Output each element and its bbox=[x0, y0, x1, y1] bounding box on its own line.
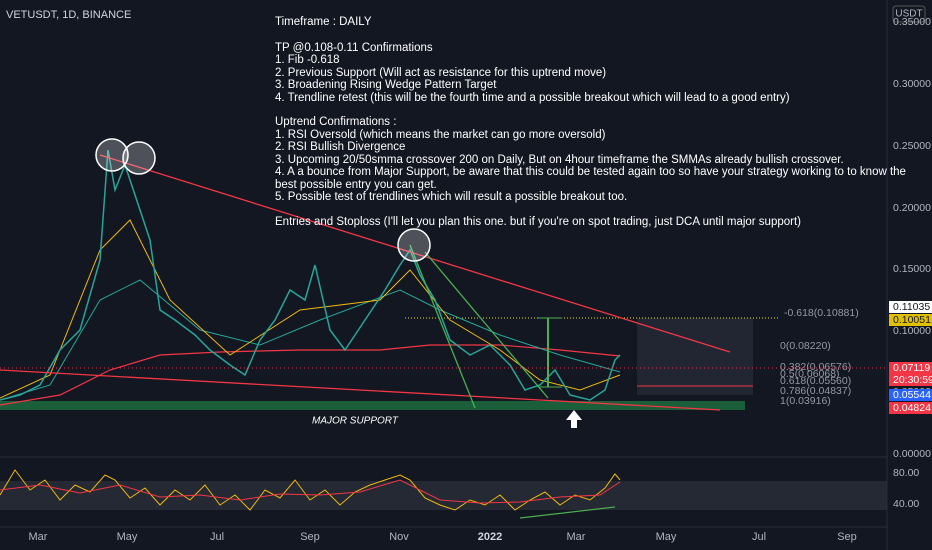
price-label: 0.30000 bbox=[893, 78, 931, 90]
fib-box bbox=[637, 318, 753, 395]
unit-box bbox=[892, 5, 926, 23]
time-label: 2022 bbox=[478, 531, 502, 543]
trendline-upper bbox=[99, 154, 731, 353]
price-tag-bg bbox=[889, 374, 932, 386]
price-label: 0.00000 bbox=[893, 448, 931, 460]
price-tag-bg bbox=[889, 389, 932, 401]
ma-20 bbox=[0, 219, 621, 399]
trendline-green bbox=[409, 244, 476, 409]
price-label: 0.35000 bbox=[893, 16, 931, 28]
fib-label: 0.786(0.04837) bbox=[780, 385, 851, 397]
fib-label: 0.382(0.06576) bbox=[780, 361, 851, 373]
fib-label: 0.5(0.06068) bbox=[780, 368, 840, 380]
top-circle bbox=[397, 228, 431, 262]
rsi-divergence bbox=[519, 506, 616, 519]
time-label: May bbox=[117, 531, 138, 543]
price-unit: USDT bbox=[895, 9, 922, 20]
ma-200 bbox=[0, 344, 621, 406]
support-label: MAJOR SUPPORT bbox=[312, 416, 399, 427]
fib-label: 0.618(0.05560) bbox=[780, 375, 851, 387]
time-label: Jul bbox=[752, 531, 766, 543]
annotation-line: best possible entry you can get. bbox=[275, 179, 437, 191]
price-tag: 20:30:59 bbox=[893, 374, 932, 386]
price-tag-bg bbox=[889, 362, 932, 374]
annotation-line: 2. Previous Support (Will act as resista… bbox=[275, 67, 606, 79]
price-label: 0.10000 bbox=[893, 325, 931, 337]
price-tag-bg bbox=[889, 402, 932, 414]
annotation-line: 2. RSI Bullish Divergence bbox=[275, 141, 405, 153]
trendline-green bbox=[424, 251, 549, 399]
price-tag-bg bbox=[889, 301, 932, 313]
time-label: May bbox=[656, 531, 677, 543]
annotation-line: TP @0.108-0.11 Confirmations bbox=[275, 42, 433, 54]
price-tag: 0.10051 bbox=[893, 314, 931, 326]
price-label: 0.15000 bbox=[893, 263, 931, 275]
price-tag: 0.07119 bbox=[893, 362, 930, 374]
top-circle bbox=[95, 138, 129, 172]
annotation-line: 4. A a bounce from Major Support, be awa… bbox=[275, 166, 906, 178]
annotation-line: 3. Upcoming 20/50smma crossover 200 on D… bbox=[275, 154, 844, 166]
price-line bbox=[0, 149, 621, 401]
rsi-label: 40.00 bbox=[893, 498, 919, 510]
time-label: Jul bbox=[210, 531, 224, 543]
time-label: Mar bbox=[29, 531, 48, 543]
rsi-label: 80.00 bbox=[893, 467, 919, 479]
annotation-line: 4. Trendline retest (this will be the fo… bbox=[275, 92, 790, 104]
rsi-average bbox=[0, 479, 621, 504]
rsi-band bbox=[0, 481, 887, 510]
price-tag-bg bbox=[889, 314, 932, 326]
annotation-line: Timeframe : DAILY bbox=[275, 16, 372, 28]
price-label: 0.20000 bbox=[893, 202, 931, 214]
time-label: Nov bbox=[389, 531, 409, 543]
annotation-line: 3. Broadening Rising Wedge Pattern Targe… bbox=[275, 79, 497, 91]
annotation-line: 5. Possible test of trendlines which wil… bbox=[275, 191, 627, 203]
fib-label: 1(0.03916) bbox=[780, 395, 831, 407]
annotation-line: Uptrend Confirmations : bbox=[275, 116, 396, 128]
support-band bbox=[0, 401, 745, 410]
bounce-arrow bbox=[566, 410, 582, 428]
time-label: Sep bbox=[837, 531, 857, 543]
annotation-line: Entries and Stoploss (I'll let you plan … bbox=[275, 216, 801, 228]
ma-50 bbox=[0, 279, 621, 401]
annotation-line: 1. RSI Oversold (which means the market … bbox=[275, 129, 606, 141]
trendline-lower bbox=[0, 369, 721, 411]
time-label: Sep bbox=[300, 531, 320, 543]
fib-label: -0.618(0.10881) bbox=[784, 307, 859, 319]
price-label: 0.25000 bbox=[893, 140, 931, 152]
time-label: Mar bbox=[567, 531, 586, 543]
symbol-title: VETUSDT, 1D, BINANCE bbox=[6, 9, 131, 21]
price-tag: 0.11035 bbox=[893, 301, 930, 313]
price-tag: 0.04824 bbox=[893, 402, 931, 414]
price-tag: 0.05544 bbox=[893, 389, 931, 401]
fib-label: 0(0.08220) bbox=[780, 340, 831, 352]
top-circle bbox=[122, 141, 156, 175]
annotation-line: 1. Fib -0.618 bbox=[275, 54, 340, 66]
